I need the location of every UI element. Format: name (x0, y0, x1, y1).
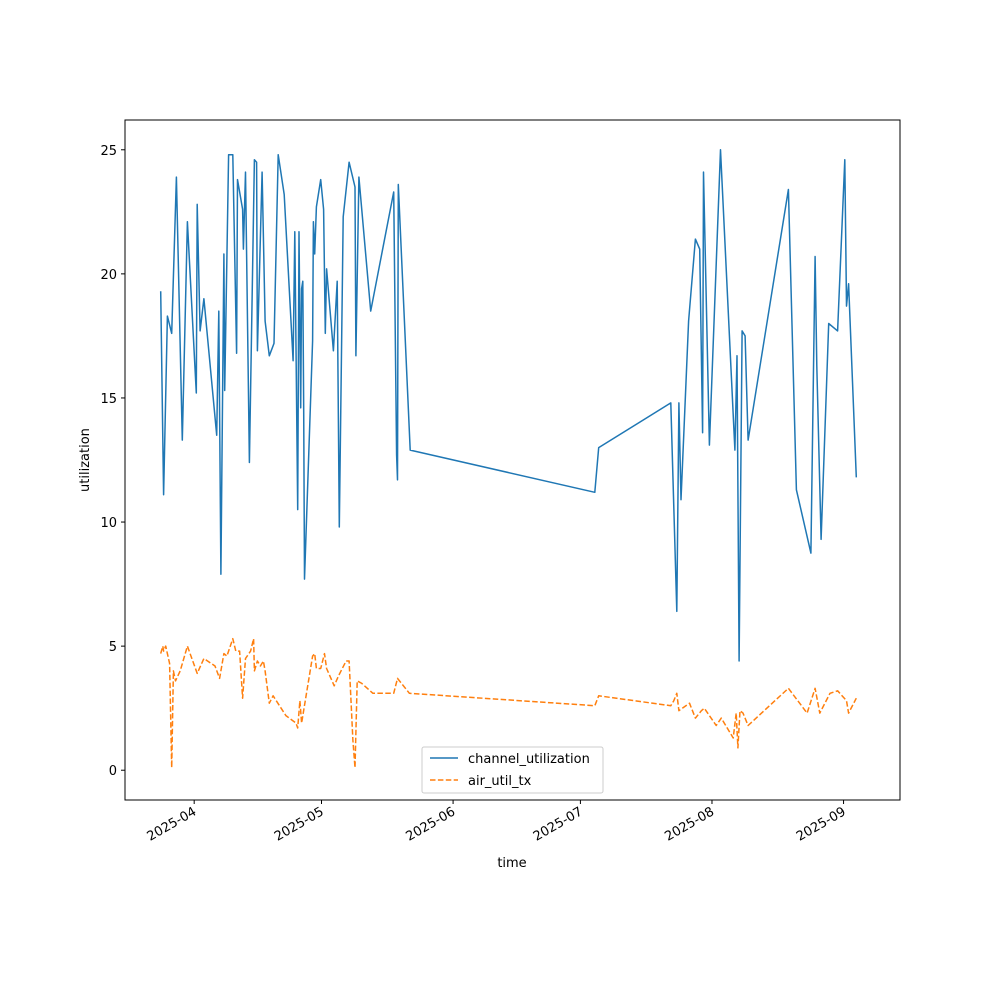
series-layer (159, 149, 858, 769)
x-axis-label: time (497, 856, 526, 871)
plot-area-frame (124, 119, 901, 801)
y-tick-label: 0 (109, 764, 117, 779)
legend-label-air-util-tx: air_util_tx (468, 774, 532, 789)
y-tick-label: 25 (100, 144, 117, 159)
y-axis: 0 5 10 15 20 25 (100, 144, 125, 779)
legend-box (421, 746, 604, 794)
series-line-channel-utilization (159, 149, 858, 662)
y-tick-label: 5 (109, 640, 117, 655)
legend: channel_utilization air_util_tx (421, 746, 604, 794)
y-tick-label: 15 (100, 392, 117, 407)
y-tick-label: 20 (100, 268, 117, 283)
y-axis-label: utilization (78, 428, 93, 492)
y-tick-label: 10 (100, 516, 117, 531)
legend-label-channel-utilization: channel_utilization (468, 752, 590, 767)
series-line-air-util-tx (159, 637, 857, 769)
